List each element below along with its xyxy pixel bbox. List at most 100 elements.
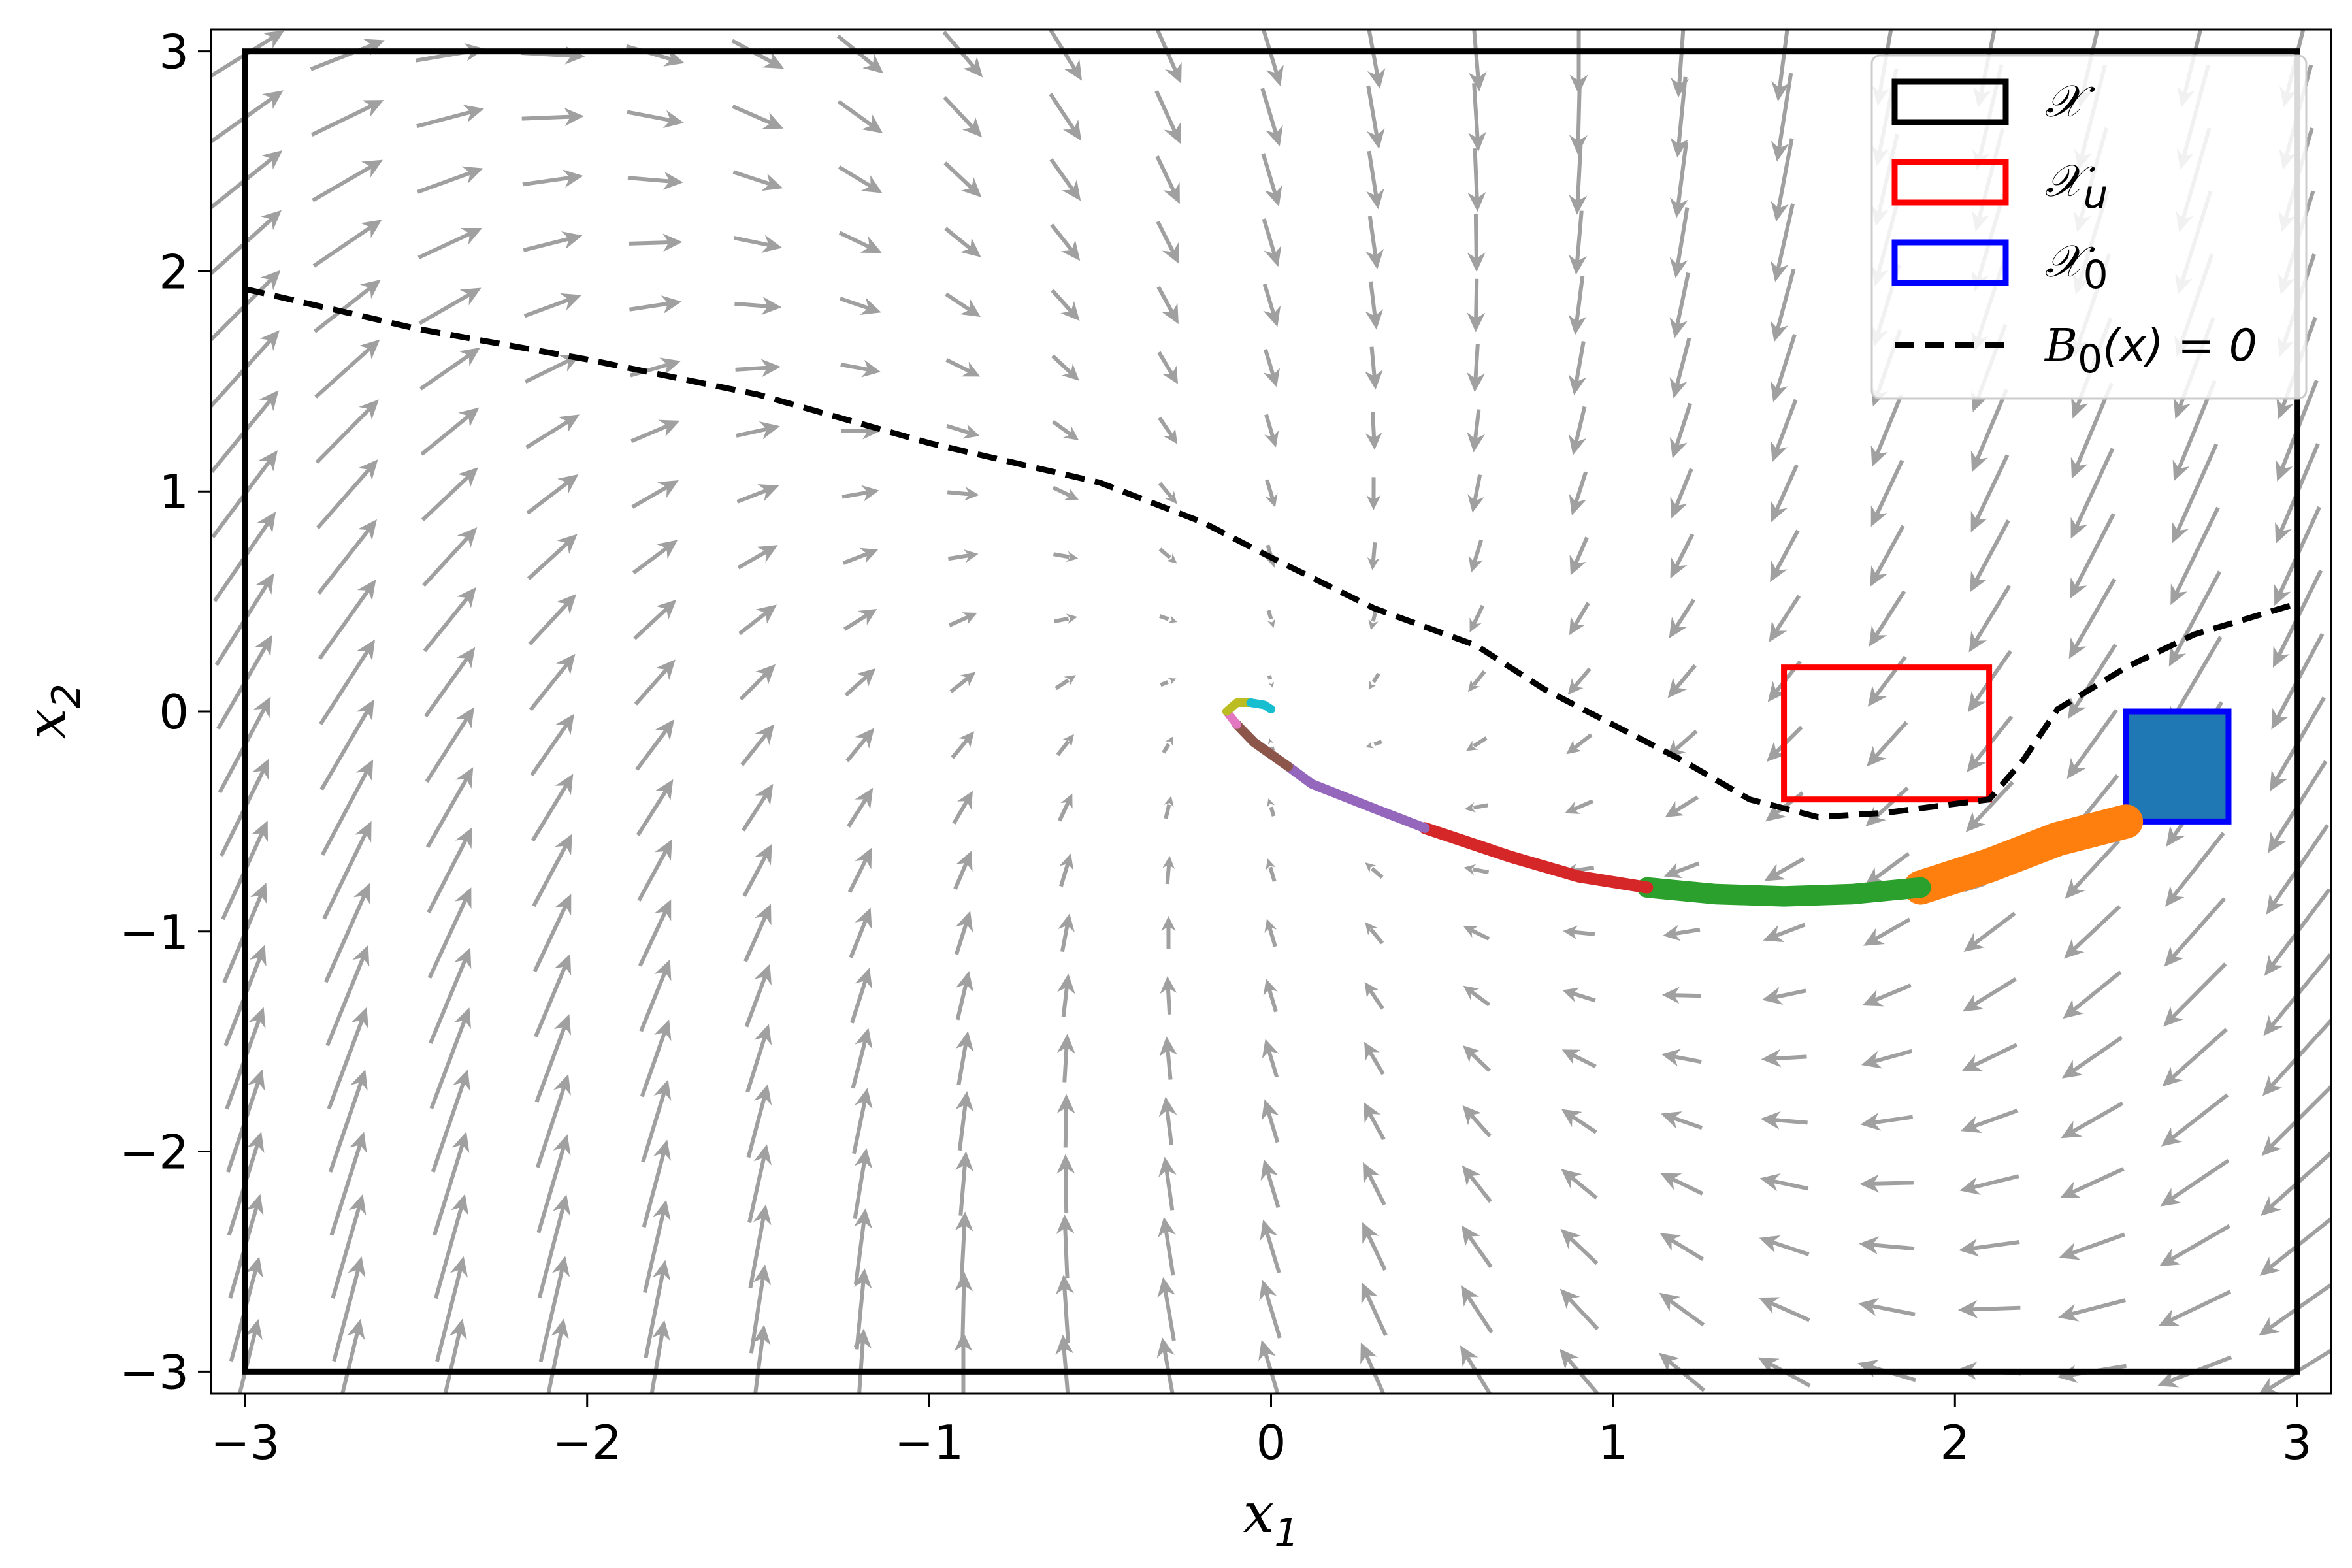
field-arrow-head [1161,916,1176,931]
field-arrow [1158,1217,1176,1276]
field-arrow-shaft [838,165,876,191]
field-arrow [747,1144,772,1224]
legend: 𝒳 𝒳u 𝒳0 B0(x) = 0 [1870,54,2308,400]
field-arrow-shaft [1054,616,1070,623]
field-arrow [949,672,976,694]
field-arrow [329,1132,367,1236]
field-arrow-shaft [1473,148,1479,203]
field-arrow [1468,83,1486,152]
field-arrow-head [351,1007,368,1029]
field-arrow-head [1365,741,1375,749]
field-arrow-shaft [1267,987,1278,1013]
field-arrow [732,104,784,129]
field-arrow [1462,1105,1492,1138]
field-arrow [1262,1039,1279,1078]
field-arrow-head [1365,248,1384,270]
field-arrow-head [1157,1277,1175,1298]
field-arrow-head [1769,621,1788,642]
field-arrow-shaft [1165,864,1171,885]
field-arrow-head [752,1324,771,1346]
field-arrow-head [761,173,783,191]
field-arrow [323,883,370,983]
field-arrow-shaft [1671,927,1701,936]
field-arrow-shaft [1062,1043,1069,1083]
field-arrow-head [1467,191,1486,212]
field-arrow-head [2160,1188,2182,1207]
field-arrow [1463,864,1490,875]
field-arrow-head [1364,1041,1380,1061]
field-arrow-shaft [747,1152,767,1224]
field-arrow [748,1204,772,1288]
field-arrow-head [1268,681,1274,689]
field-arrow [1659,1292,1705,1327]
field-arrow-shaft [431,1077,467,1173]
field-arrow-head [2066,757,2086,779]
field-arrow-head [1663,924,1681,941]
field-arrow-head [555,653,576,675]
field-arrow [534,954,572,1037]
field-arrow-head [2063,938,2085,959]
field-arrow-head [1060,301,1080,321]
field-arrow-shaft [943,96,977,133]
field-arrow [2068,578,2117,659]
field-arrow [211,330,280,408]
field-arrow-shaft [1969,977,2017,1009]
field-arrow-shaft [1768,1178,1809,1191]
field-arrow-shaft [1972,454,2010,525]
field-arrow [1468,539,1484,573]
field-arrow-head [1858,1298,1880,1316]
field-arrow [1867,655,1907,707]
field-arrow [2158,1290,2232,1326]
field-arrow-shaft [310,102,377,137]
field-arrow-head [659,357,681,376]
field-arrow-head [356,699,374,721]
field-arrow-shaft [1870,983,1912,1004]
field-arrow [211,90,284,144]
field-arrow [946,424,980,439]
field-arrow [2159,1224,2230,1267]
field-arrow-shaft [1159,614,1169,621]
field-arrow [2068,644,2117,719]
field-arrow-shaft [2172,506,2220,598]
field-arrow [1263,348,1281,387]
field-arrow-shaft [1266,610,1273,620]
field-arrow-head [245,1256,263,1278]
field-arrow-head [261,150,283,170]
field-arrow [1054,613,1078,625]
field-arrow-head [350,1069,368,1091]
field-arrow-head [2162,1066,2183,1087]
field-arrow [1670,76,1689,158]
field-arrow [634,659,676,706]
field-arrow-shaft [1264,1228,1281,1274]
field-arrow-head [1062,119,1082,141]
field-arrow-head [1165,736,1174,746]
field-arrow-shaft [1060,922,1070,953]
field-arrow [1260,1219,1281,1274]
field-arrow [838,231,882,253]
field-arrow-shaft [630,422,672,444]
field-arrow-head [754,1024,772,1046]
field-arrow [1367,542,1380,570]
field-arrow-head [1659,1292,1681,1312]
field-arrow-head [2262,1075,2283,1096]
field-arrow-head [1365,862,1377,874]
field-arrow-head [1770,380,1788,402]
field-arrow-shaft [314,344,375,399]
field-arrow [1569,536,1589,576]
field-arrow-head [1468,555,1483,573]
field-arrow [1056,734,1074,757]
field-arrow-head [2070,457,2088,479]
field-arrow-shaft [1471,928,1490,941]
field-arrow-shaft [738,608,771,636]
field-arrow-shaft [1468,1050,1492,1072]
field-arrow-shaft [323,890,368,983]
field-arrow-head [1361,1282,1379,1304]
field-arrow-head [360,220,382,238]
field-arrow-head [1860,1113,1882,1131]
field-arrow-head [1661,987,1680,1004]
field-arrow-head [1563,925,1578,939]
field-arrow-head [655,839,672,861]
field-arrow [947,549,979,563]
field-arrow-head [1568,254,1587,275]
field-arrow-shaft [316,465,374,530]
